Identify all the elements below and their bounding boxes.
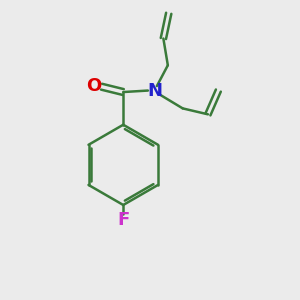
Text: F: F	[117, 211, 129, 229]
Text: O: O	[86, 77, 101, 95]
Text: N: N	[147, 82, 162, 100]
